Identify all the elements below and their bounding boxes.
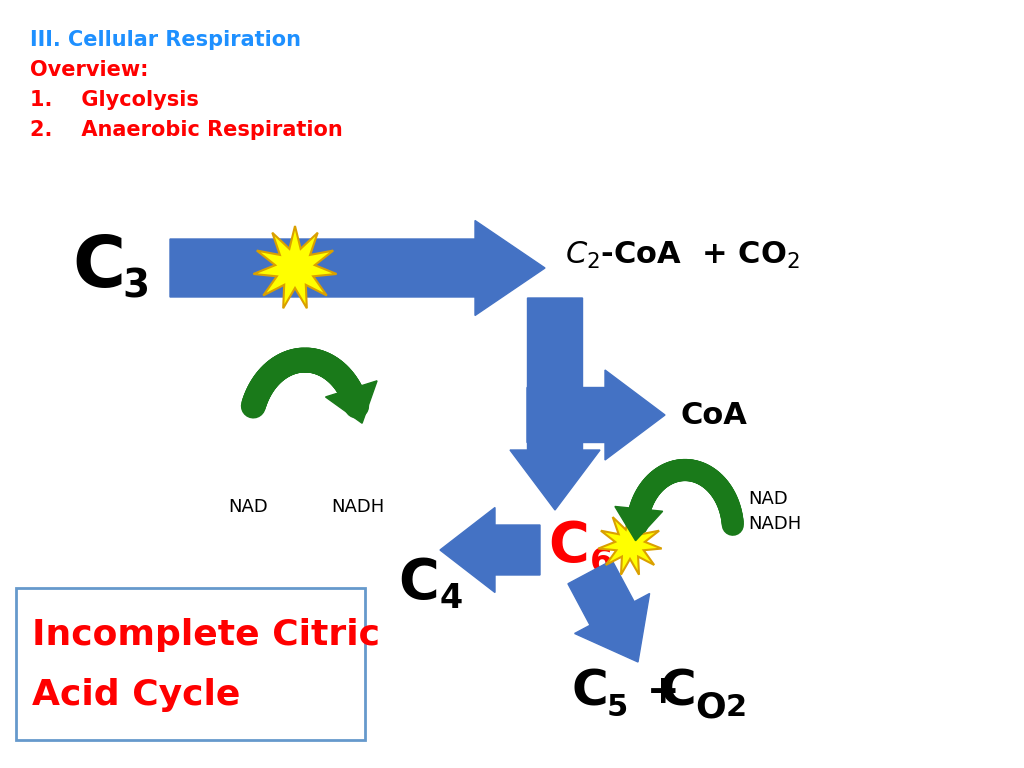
- Text: +: +: [620, 673, 693, 711]
- Text: NAD: NAD: [228, 498, 268, 516]
- Text: CoA: CoA: [680, 400, 746, 429]
- Text: Overview:: Overview:: [30, 60, 148, 80]
- Text: 6: 6: [590, 545, 613, 578]
- Text: C: C: [398, 556, 438, 610]
- Bar: [527, 385, 583, 470]
- Text: NADH: NADH: [332, 498, 385, 516]
- Polygon shape: [440, 508, 540, 592]
- Text: NADH: NADH: [748, 515, 801, 533]
- Text: C: C: [72, 233, 125, 303]
- Text: 5: 5: [607, 693, 629, 721]
- Text: NAD: NAD: [748, 490, 787, 508]
- Polygon shape: [598, 512, 662, 574]
- Polygon shape: [527, 370, 665, 460]
- Text: Acid Cycle: Acid Cycle: [32, 678, 241, 712]
- Text: C: C: [572, 668, 608, 716]
- Polygon shape: [326, 381, 377, 423]
- Polygon shape: [170, 220, 545, 316]
- Text: Incomplete Citric: Incomplete Citric: [32, 618, 380, 652]
- Text: $C_2$-CoA  + CO$_2$: $C_2$-CoA + CO$_2$: [565, 240, 800, 270]
- Polygon shape: [253, 226, 337, 308]
- Polygon shape: [510, 298, 600, 510]
- Text: C: C: [660, 668, 696, 716]
- Text: 2: 2: [726, 693, 748, 721]
- Text: 3: 3: [122, 267, 150, 305]
- Text: O: O: [695, 690, 726, 724]
- Text: III. Cellular Respiration: III. Cellular Respiration: [30, 30, 301, 50]
- Text: C: C: [548, 519, 589, 573]
- Text: 1.    Glycolysis: 1. Glycolysis: [30, 90, 199, 110]
- Polygon shape: [614, 506, 663, 541]
- Text: 4: 4: [440, 582, 463, 615]
- FancyBboxPatch shape: [16, 588, 365, 740]
- Text: 2.    Anaerobic Respiration: 2. Anaerobic Respiration: [30, 120, 343, 140]
- Polygon shape: [568, 560, 649, 662]
